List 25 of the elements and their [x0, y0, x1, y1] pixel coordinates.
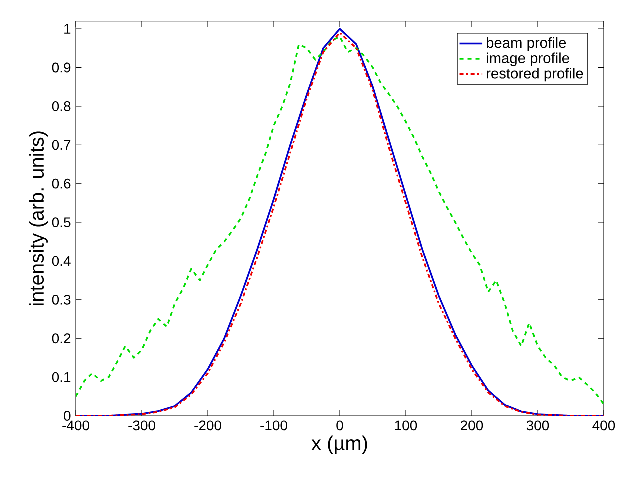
y-tick-label: 0.7: [52, 140, 71, 150]
y-tick-label: 0.3: [52, 294, 71, 305]
y-axis-title: intensity (arb. units): [29, 132, 48, 306]
x-tick-label: 400: [592, 420, 616, 431]
y-tick-label: 0.9: [52, 62, 71, 73]
x-axis-title: x (µm): [312, 436, 368, 454]
x-tick-label: 200: [461, 420, 484, 431]
legend-label: beam profile: [487, 37, 566, 52]
y-tick-label: 1: [64, 24, 71, 34]
y-tick-label: 0: [64, 411, 71, 421]
x-tick-label: -400: [62, 420, 90, 431]
y-tick-label: 0.2: [52, 334, 71, 344]
y-tick-label: 0.5: [52, 218, 71, 228]
x-tick-label: -300: [128, 420, 156, 431]
y-tick-label: 0.6: [52, 178, 71, 189]
x-tick-label: 0: [336, 420, 344, 431]
legend-label: restored profile: [487, 68, 584, 82]
x-tick-label: -100: [260, 420, 288, 431]
x-tick-label: 100: [395, 420, 418, 431]
legend-label: image profile: [487, 52, 570, 66]
x-tick-label: -200: [194, 420, 222, 431]
y-tick-label: 0.1: [52, 372, 71, 382]
y-tick-label: 0.4: [52, 256, 71, 266]
x-tick-label: 300: [526, 420, 550, 431]
y-tick-label: 0.8: [52, 102, 71, 112]
